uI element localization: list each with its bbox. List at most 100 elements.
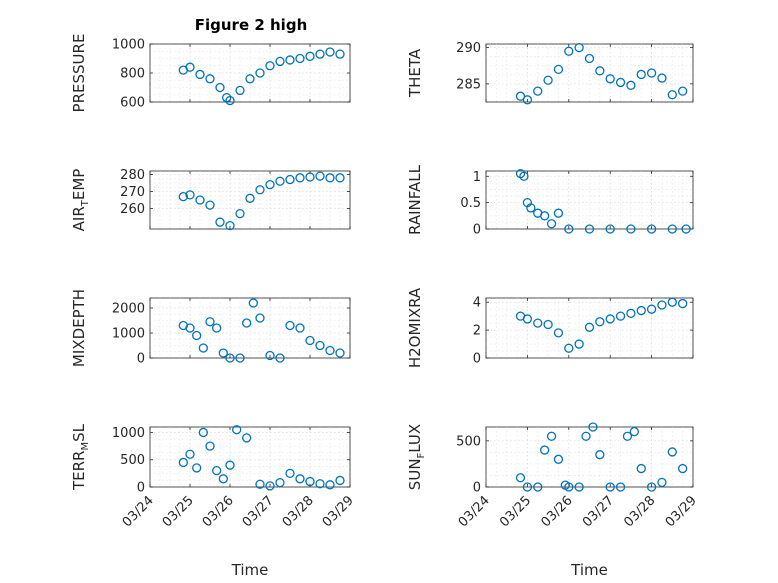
data-point xyxy=(285,468,295,479)
data-point xyxy=(522,482,533,492)
data-point xyxy=(678,463,688,474)
data-point xyxy=(185,62,195,72)
data-point xyxy=(546,431,557,441)
data-point xyxy=(584,53,595,64)
data-point xyxy=(564,46,574,56)
data-point xyxy=(178,457,188,468)
data-point xyxy=(667,297,677,307)
data-point xyxy=(198,343,208,353)
data-point xyxy=(584,224,595,234)
data-point xyxy=(584,322,595,332)
subplot-rainfall: 0 0.5 1 RAINFALL xyxy=(406,164,694,238)
data-point xyxy=(295,173,305,183)
data-point xyxy=(636,463,646,474)
y-tick-label: 0 xyxy=(137,352,145,367)
x-tick-label: 03/29 xyxy=(320,493,357,530)
x-tick-label: 03/26 xyxy=(539,493,576,530)
data-point xyxy=(533,318,543,328)
data-point xyxy=(615,77,626,88)
data-point xyxy=(605,314,615,324)
y-tick-label: 4 xyxy=(473,296,481,311)
data-point xyxy=(553,64,564,75)
y-tick-label: 1000 xyxy=(112,426,145,441)
data-point xyxy=(657,477,667,488)
data-point xyxy=(255,479,265,489)
data-point xyxy=(574,42,584,53)
y-tick-label: 1000 xyxy=(112,327,145,342)
data-point xyxy=(335,49,345,59)
data-point xyxy=(242,433,252,443)
data-point xyxy=(265,179,275,190)
data-point xyxy=(646,304,657,314)
data-point xyxy=(622,431,633,441)
y-tick-label: 1 xyxy=(473,170,481,185)
data-point xyxy=(255,313,265,323)
data-point xyxy=(678,86,688,96)
data-point xyxy=(215,82,225,93)
data-point xyxy=(285,174,295,185)
data-point xyxy=(198,427,208,438)
data-point xyxy=(605,74,615,84)
data-point xyxy=(595,450,605,460)
subplot-sun-flux: 0 500 SUNFLUX 03/24 03/25 03/26 03/27 03/28 03/2… xyxy=(406,422,700,579)
data-point xyxy=(248,298,258,308)
data-point xyxy=(192,463,202,473)
data-point xyxy=(185,190,195,200)
data-point xyxy=(185,449,195,459)
x-tick-label: 03/24 xyxy=(120,493,157,530)
data-point xyxy=(574,482,584,492)
x-tick-label: 03/27 xyxy=(580,493,617,530)
data-point xyxy=(212,323,222,333)
data-point xyxy=(519,171,529,181)
data-point xyxy=(192,330,202,341)
data-point xyxy=(626,224,636,234)
y-tick-label: 270 xyxy=(120,185,145,200)
data-point xyxy=(205,441,215,451)
data-point xyxy=(540,211,550,221)
data-point xyxy=(275,56,285,67)
x-tick-label: 03/27 xyxy=(240,493,277,530)
x-tick-label: 03/28 xyxy=(280,493,317,530)
data-point xyxy=(553,328,564,338)
y-axis-label: RAINFALL xyxy=(406,164,424,235)
x-tick-label: 03/28 xyxy=(621,493,658,530)
data-point xyxy=(275,477,285,488)
data-point xyxy=(205,317,215,327)
data-point xyxy=(265,481,275,491)
y-tick-label: 0.5 xyxy=(460,196,481,211)
y-tick-label: 260 xyxy=(120,202,145,217)
data-point xyxy=(305,476,315,487)
data-point xyxy=(646,482,657,492)
data-point xyxy=(295,53,305,64)
y-tick-label: 500 xyxy=(120,453,145,468)
data-point xyxy=(533,86,543,96)
subplot-theta: 285 290 THETA xyxy=(406,41,694,105)
data-point xyxy=(285,55,295,65)
data-point xyxy=(255,68,265,78)
data-point xyxy=(245,74,255,84)
y-tick-label: 0 xyxy=(473,223,481,238)
data-point xyxy=(335,475,345,486)
data-point xyxy=(305,51,315,61)
data-point xyxy=(657,300,667,310)
data-point xyxy=(205,74,215,84)
subplot-pressure: 600 800 1000 PRESSURE xyxy=(70,34,351,112)
data-point xyxy=(636,305,646,316)
data-point xyxy=(185,323,195,333)
x-tick-label: 03/26 xyxy=(200,493,237,530)
data-point xyxy=(325,480,335,490)
y-tick-label: 0 xyxy=(137,481,145,496)
y-tick-label: 290 xyxy=(456,41,481,56)
data-point xyxy=(646,68,657,78)
data-point xyxy=(195,195,205,205)
data-point xyxy=(325,345,335,356)
figure-title: Figure 2 high xyxy=(195,16,308,34)
data-point xyxy=(667,447,677,457)
x-axis-label: Time xyxy=(570,561,608,579)
data-point xyxy=(315,171,325,181)
data-point xyxy=(515,473,526,483)
data-point xyxy=(657,73,667,83)
x-tick-label: 03/29 xyxy=(663,493,700,530)
data-point xyxy=(242,318,252,328)
